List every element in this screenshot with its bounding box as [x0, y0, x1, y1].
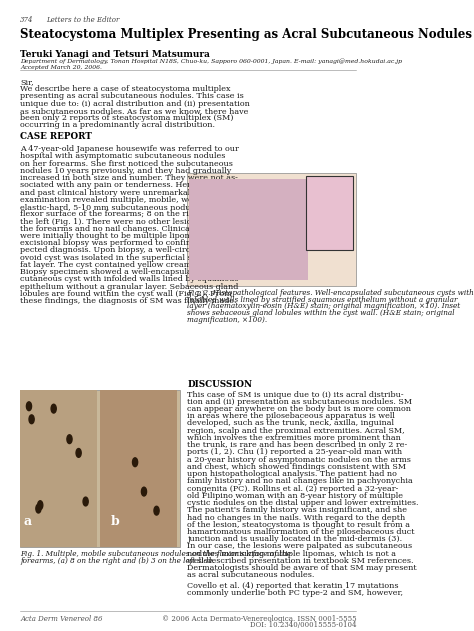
Bar [306, 176, 353, 250]
Text: Sir,: Sir, [20, 78, 34, 86]
Circle shape [51, 404, 56, 413]
Text: In our case, the lesions were palpated as subcutaneous: In our case, the lesions were palpated a… [187, 543, 412, 550]
Text: Fig. 2. Histopathological features. Well-encapsulated subcutaneous cysts with: Fig. 2. Histopathological features. Well… [187, 289, 474, 297]
Circle shape [141, 487, 146, 496]
Circle shape [154, 506, 159, 515]
Text: developed, such as the trunk, neck, axilla, inguinal: developed, such as the trunk, neck, axil… [187, 420, 394, 427]
Text: hospital with asymptomatic subcutaneous nodules: hospital with asymptomatic subcutaneous … [20, 153, 226, 160]
Circle shape [36, 504, 41, 513]
Text: a: a [24, 516, 32, 528]
Text: layer (haematoxylin-eosin (H&E) stain; original magnification, ×10). Inset: layer (haematoxylin-eosin (H&E) stain; o… [187, 302, 460, 310]
Bar [187, 173, 356, 286]
Text: well-described presentation in textbook SM references.: well-described presentation in textbook … [187, 557, 414, 565]
Text: been only 2 reports of steatocystoma multiplex (SM): been only 2 reports of steatocystoma mul… [20, 114, 234, 122]
Text: commonly underlie both PC type-2 and SM, however,: commonly underlie both PC type-2 and SM,… [187, 589, 403, 598]
Text: This case of SM is unique due to (i) its acral distribu-: This case of SM is unique due to (i) its… [187, 391, 404, 399]
Text: as acral subcutaneous nodules.: as acral subcutaneous nodules. [187, 571, 315, 579]
Text: region, scalp and the proximal extremities. Acral SM,: region, scalp and the proximal extremiti… [187, 427, 405, 435]
Circle shape [83, 497, 88, 506]
Text: b: b [110, 516, 119, 528]
Text: occurring in a predominantly acral distribution.: occurring in a predominantly acral distr… [20, 121, 215, 129]
Text: the left (Fig. 1). There were no other lesions except for: the left (Fig. 1). There were no other l… [20, 218, 245, 225]
Text: had no changes in the nails. With regard to the depth: had no changes in the nails. With regard… [187, 514, 406, 521]
Text: cystic nodules on the distal upper and lower extremities.: cystic nodules on the distal upper and l… [187, 499, 419, 507]
Text: family history and no nail changes like in pachyonychia: family history and no nail changes like … [187, 477, 413, 485]
Text: Accepted March 20, 2006.: Accepted March 20, 2006. [20, 65, 102, 70]
Text: these findings, the diagnosis of SM was finally made.: these findings, the diagnosis of SM was … [20, 297, 237, 305]
Circle shape [29, 415, 34, 423]
Text: fat layer. The cyst contained yellow creamy material.: fat layer. The cyst contained yellow cre… [20, 261, 235, 269]
Text: 374: 374 [20, 16, 34, 24]
Text: a 20-year history of asymptomatic nodules on the arms: a 20-year history of asymptomatic nodule… [187, 456, 411, 464]
Circle shape [76, 449, 81, 457]
Text: Biopsy specimen showed a well-encapsulated sub-: Biopsy specimen showed a well-encapsulat… [20, 268, 225, 276]
Text: pected diagnosis. Upon biopsy, a well-circumscribed: pected diagnosis. Upon biopsy, a well-ci… [20, 247, 234, 254]
Text: We describe here a case of steatocystoma multiplex: We describe here a case of steatocystoma… [20, 85, 231, 93]
Text: Fig. 1. Multiple, mobile subcutaneous nodules on the flexor surface of the: Fig. 1. Multiple, mobile subcutaneous no… [20, 550, 291, 558]
Text: were initially thought to be multiple lipomas and an: were initially thought to be multiple li… [20, 232, 231, 240]
Text: on her forearms. She first noticed the subcutaneous: on her forearms. She first noticed the s… [20, 160, 233, 168]
Text: Letters to the Editor: Letters to the Editor [46, 16, 119, 24]
Text: flexor surface of the forearms; 8 on the right and 3 on: flexor surface of the forearms; 8 on the… [20, 210, 240, 218]
Text: the forearms and no nail changes. Clinically, the lesions: the forearms and no nail changes. Clinic… [20, 225, 247, 233]
Circle shape [67, 435, 72, 444]
Text: sociated with any pain or tenderness. Her family history: sociated with any pain or tenderness. He… [20, 181, 250, 189]
Text: the trunk, is rare and has been described in only 2 re-: the trunk, is rare and has been describe… [187, 441, 408, 449]
Text: nodules 10 years previously, and they had gradually: nodules 10 years previously, and they ha… [20, 167, 231, 175]
Text: © 2006 Acta Dermato-Venereologica. ISSN 0001-5555: © 2006 Acta Dermato-Venereologica. ISSN … [162, 615, 356, 623]
Text: DOI: 10.2340/00015555-0104: DOI: 10.2340/00015555-0104 [250, 622, 356, 629]
Text: junction and is usually located in the mid-dermis (3).: junction and is usually located in the m… [187, 535, 402, 543]
Text: ports (1, 2). Chu (1) reported a 25-year-old man with: ports (1, 2). Chu (1) reported a 25-year… [187, 449, 402, 456]
Text: in areas where the pilosebaceous apparatus is well: in areas where the pilosebaceous apparat… [187, 412, 395, 420]
Text: congenita (PC). Rollins et al. (2) reported a 32-year-: congenita (PC). Rollins et al. (2) repor… [187, 485, 399, 493]
Text: unique due to: (i) acral distribution and (ii) presentation: unique due to: (i) acral distribution an… [20, 100, 250, 108]
Circle shape [133, 458, 137, 466]
Text: presenting as acral subcutaneous nodules. This case is: presenting as acral subcutaneous nodules… [20, 92, 244, 100]
Text: infolded walls lined by stratified squamous epithelium without a granular: infolded walls lined by stratified squam… [187, 296, 458, 304]
Text: examination revealed multiple, mobile, well-defined,: examination revealed multiple, mobile, w… [20, 196, 234, 204]
Text: ovoid cyst was isolated in the superficial subcutaneous: ovoid cyst was isolated in the superfici… [20, 254, 244, 262]
Text: as subcutaneous nodules. As far as we know, there have: as subcutaneous nodules. As far as we kn… [20, 107, 248, 115]
Text: CASE REPORT: CASE REPORT [20, 133, 92, 141]
Bar [20, 390, 97, 547]
Text: lobules are found within the cyst wall (Fig. 2). From: lobules are found within the cyst wall (… [20, 290, 232, 298]
Text: magnification, ×100).: magnification, ×100). [187, 316, 267, 324]
Text: upon histopathological analysis. The patient had no: upon histopathological analysis. The pat… [187, 470, 397, 478]
Bar [189, 179, 308, 280]
Text: Covello et al. (4) reported that keratin 17 mutations: Covello et al. (4) reported that keratin… [187, 582, 399, 590]
Text: epithelium without a granular layer. Sebaceous gland: epithelium without a granular layer. Seb… [20, 283, 238, 291]
Text: and past clinical history were unremarkable. Physical: and past clinical history were unremarka… [20, 189, 239, 197]
Text: Steatocystoma Multiplex Presenting as Acral Subcutaneous Nodules: Steatocystoma Multiplex Presenting as Ac… [20, 28, 472, 41]
Text: hamartomatous malformation of the pilosebaceous duct: hamartomatous malformation of the pilose… [187, 528, 415, 536]
Text: increased in both size and number. They were not as-: increased in both size and number. They … [20, 174, 238, 182]
Bar [100, 390, 177, 547]
Text: Department of Dermatology, Tonan Hospital N18S, Chuo-ku, Sapporo 060-0001, Japan: Department of Dermatology, Tonan Hospita… [20, 59, 402, 64]
Text: tion and (ii) presentation as subcutaneous nodules. SM: tion and (ii) presentation as subcutaneo… [187, 398, 412, 406]
Text: old Filipino woman with an 8-year history of multiple: old Filipino woman with an 8-year histor… [187, 492, 403, 500]
Text: Dermatologists should be aware of that SM may present: Dermatologists should be aware of that S… [187, 564, 417, 572]
Text: A 47-year-old Japanese housewife was referred to our: A 47-year-old Japanese housewife was ref… [20, 145, 239, 153]
Text: cutaneous cyst with infolded walls lined by squamous: cutaneous cyst with infolded walls lined… [20, 275, 239, 283]
Text: The patient's family history was insignificant, and she: The patient's family history was insigni… [187, 506, 407, 514]
Text: nodules mimicking multiple lipomas, which is not a: nodules mimicking multiple lipomas, whic… [187, 550, 396, 558]
Text: excisional biopsy was performed to confirm the sus-: excisional biopsy was performed to confi… [20, 239, 232, 247]
Text: can appear anywhere on the body but is more common: can appear anywhere on the body but is m… [187, 405, 411, 413]
Text: which involves the extremities more prominent than: which involves the extremities more prom… [187, 434, 401, 442]
Text: DISCUSSION: DISCUSSION [187, 380, 252, 389]
Text: shows sebaceous gland lobules within the cyst wall. (H&E stain; original: shows sebaceous gland lobules within the… [187, 309, 455, 317]
Circle shape [37, 501, 43, 510]
Text: of the lesion, steatocystoma is thought to result from a: of the lesion, steatocystoma is thought … [187, 521, 410, 529]
Text: Acta Derm Venereol 86: Acta Derm Venereol 86 [20, 615, 103, 623]
Circle shape [27, 402, 32, 411]
Text: forearms, (a) 8 on the right and (b) 3 on the left side.: forearms, (a) 8 on the right and (b) 3 o… [20, 557, 215, 565]
Bar [20, 390, 180, 547]
Text: elastic-hard, 5-10 mm subcutaneous nodules on the: elastic-hard, 5-10 mm subcutaneous nodul… [20, 203, 230, 211]
Text: Teruki Yanagi and Tetsuri Matsumura: Teruki Yanagi and Tetsuri Matsumura [20, 50, 210, 59]
Text: and chest, which showed findings consistent with SM: and chest, which showed findings consist… [187, 463, 406, 471]
